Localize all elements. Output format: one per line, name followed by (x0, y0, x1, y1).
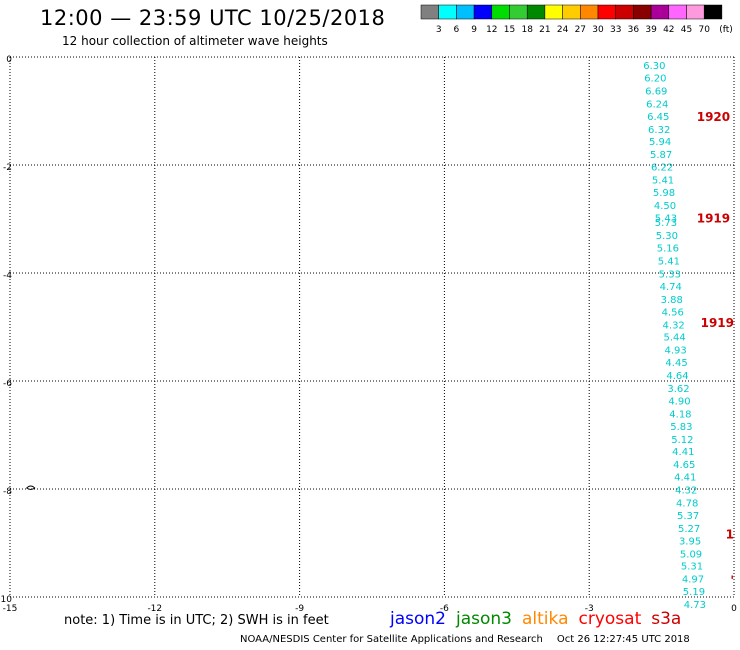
credit-line: NOAA/NESDIS Center for Satellite Applica… (240, 634, 690, 645)
swh-value: 4.73 (684, 600, 706, 611)
map-title: 12:00 — 23:59 UTC 10/25/2018 (40, 6, 386, 30)
longitude-label: -3 (585, 604, 594, 614)
satellite-legend: jason2 jason3 altika cryosat s3a (390, 609, 691, 629)
latitude-label: -4 (3, 271, 12, 281)
legend-tick-label: 9 (471, 25, 477, 35)
legend-tick-label: 3 (436, 25, 442, 35)
swh-value: 5.41 (652, 176, 674, 187)
swh-value: 4.74 (660, 282, 682, 293)
legend-tick-label: 42 (663, 25, 674, 35)
swh-value: 6.20 (644, 74, 666, 85)
latitude-label: -2 (3, 163, 12, 173)
longitude-label: -15 (3, 604, 18, 614)
swh-value: 5.43 (655, 213, 677, 224)
legend-tick-label: 18 (521, 25, 533, 35)
swh-value: 6.32 (648, 125, 670, 136)
longitude-label: -9 (295, 604, 304, 614)
swh-value: 4.93 (664, 346, 686, 357)
swh-value: 5.09 (680, 549, 702, 560)
swh-value: 5.30 (656, 231, 678, 242)
legend-unit: (ft) (719, 25, 733, 35)
swh-value: 6.45 (647, 112, 669, 123)
satellite-altika: altika (522, 609, 569, 629)
swh-value: 4.64 (666, 371, 688, 382)
swh-value: 5.83 (670, 422, 692, 433)
legend-tick-label: 70 (698, 25, 710, 35)
swh-value: 5.16 (657, 244, 679, 255)
legend-tick-label: 33 (610, 25, 621, 35)
satellite-jason3: jason3 (456, 609, 512, 629)
swh-value: 6.30 (643, 61, 665, 72)
swh-value: 5.41 (658, 257, 680, 268)
latitude-label: -6 (3, 379, 12, 389)
latitude-label: 0 (6, 55, 12, 65)
satellite-s3a: s3a (651, 609, 682, 629)
pass-time-label: 1920 (697, 110, 730, 124)
swh-value: 3.62 (667, 384, 689, 395)
swh-value: 5.31 (681, 562, 703, 573)
swh-value: 4.65 (673, 460, 695, 471)
swh-value: 5.98 (653, 188, 675, 199)
longitude-label: 0 (731, 604, 737, 614)
swh-value: 4.18 (669, 409, 691, 420)
satellite-jason2: jason2 (390, 609, 446, 629)
legend-tick-label: 39 (645, 25, 657, 35)
legend-tick-label: 36 (628, 25, 640, 35)
map-subtitle: 12 hour collection of altimeter wave hei… (62, 34, 328, 48)
swh-value: 4.32 (663, 320, 685, 331)
swh-value: 3.95 (679, 536, 701, 547)
swh-value: 4.90 (668, 396, 690, 407)
latitude-label: -10 (0, 595, 12, 605)
legend-tick-label: 15 (504, 25, 515, 35)
latitude-label: -8 (3, 487, 12, 497)
swh-value: 5.33 (659, 270, 681, 281)
swh-value: 4.78 (676, 499, 698, 510)
swh-value: 6.69 (645, 86, 667, 97)
generated-timestamp: Oct 26 12:27:45 UTC 2018 (556, 634, 690, 645)
island-outline (25, 485, 36, 490)
swh-value: 4.32 (675, 486, 697, 497)
pass-time-label: 1919 (697, 211, 730, 225)
legend-tick-label: 27 (575, 25, 586, 35)
swh-value: 4.97 (682, 575, 704, 586)
swh-value: 4.41 (672, 447, 694, 458)
legend-tick-label: 12 (486, 25, 497, 35)
legend-tick-label: 21 (539, 25, 550, 35)
swh-value: 3.88 (661, 295, 683, 306)
swh-value: 4.50 (654, 201, 676, 212)
pass-time-label: ' (730, 574, 734, 588)
swh-value: 5.19 (683, 587, 705, 598)
legend-tick-label: 45 (681, 25, 692, 35)
swh-value: 4.45 (665, 358, 687, 369)
swh-value: 5.12 (671, 435, 693, 446)
legend-swatch (703, 4, 723, 20)
credit-text: NOAA/NESDIS Center for Satellite Applica… (240, 634, 543, 645)
pass-time-label: 1 (726, 527, 734, 541)
legend-tick-label: 24 (557, 25, 569, 35)
legend-tick-label: 30 (592, 25, 604, 35)
pass-time-label: 1919 (701, 316, 734, 330)
legend-tick-label: 6 (454, 25, 460, 35)
satellite-cryosat: cryosat (578, 609, 642, 629)
swh-value: 6.24 (646, 99, 668, 110)
swh-value: 5.37 (677, 511, 699, 522)
swh-value: 4.41 (674, 473, 696, 484)
swh-value: 5.27 (678, 524, 700, 535)
swh-value: 5.73 (655, 218, 677, 229)
color-legend: 3 6 9 12 15 18 21 24 27 30 33 36 39 42 45 70 (ft) (420, 4, 733, 35)
footer-note: note: 1) Time is in UTC; 2) SWH is in fe… (64, 613, 329, 628)
swh-value: 5.94 (649, 137, 671, 148)
swh-value: 5.87 (650, 150, 672, 161)
longitude-label: -6 (440, 604, 449, 614)
swh-value: 5.44 (663, 333, 685, 344)
swh-value: 6.22 (651, 163, 673, 174)
longitude-label: -12 (147, 604, 162, 614)
swh-value: 4.56 (662, 307, 684, 318)
